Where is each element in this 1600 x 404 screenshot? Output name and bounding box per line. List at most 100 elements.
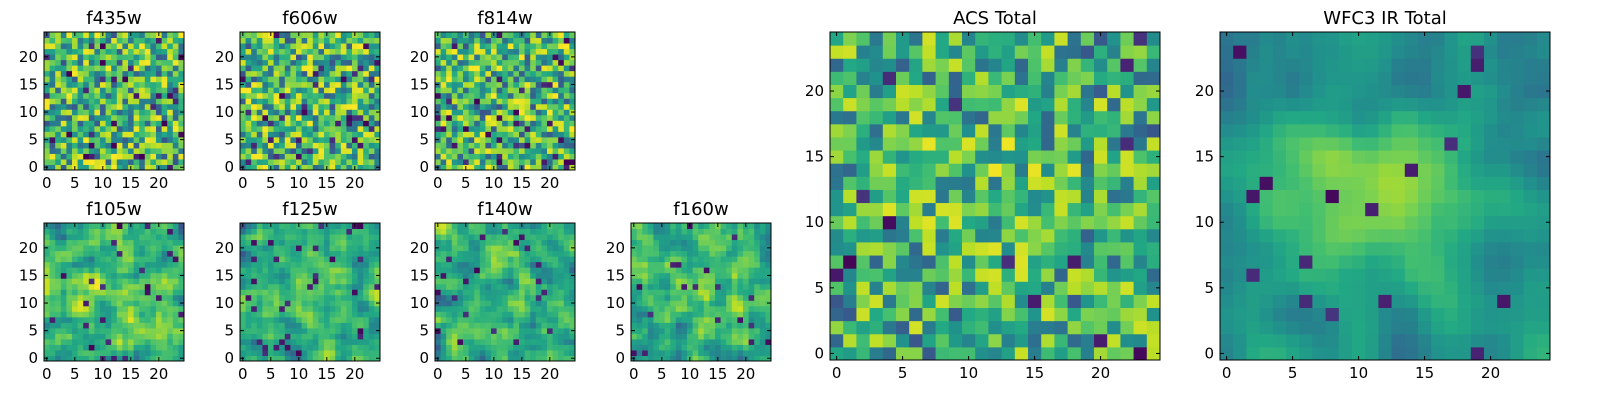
heatmap-cell <box>313 328 319 334</box>
heatmap-cell <box>352 300 358 306</box>
heatmap-cell <box>106 284 112 290</box>
heatmap-cell <box>896 203 910 217</box>
heatmap-cell <box>480 295 486 301</box>
heatmap-cell <box>631 262 637 268</box>
heatmap-cell <box>856 150 870 164</box>
heatmap-cell <box>1002 163 1016 177</box>
heatmap-cell <box>167 273 173 279</box>
heatmap-cell <box>363 76 369 82</box>
heatmap-cell <box>61 38 67 44</box>
heatmap-cell <box>463 262 469 268</box>
heatmap-cell <box>369 306 375 312</box>
heatmap-cell <box>564 234 570 240</box>
heatmap-cell <box>648 344 654 350</box>
heatmap-cell <box>117 328 123 334</box>
heatmap-cell <box>274 295 280 301</box>
heatmap-cell <box>541 328 547 334</box>
heatmap-cell <box>936 347 950 361</box>
heatmap-cell <box>78 289 84 295</box>
heatmap-cell <box>564 120 570 126</box>
heatmap-cell <box>446 120 452 126</box>
heatmap-cell <box>330 267 336 273</box>
heatmap-cell <box>1120 294 1134 308</box>
heatmap-cell <box>435 344 441 350</box>
heatmap-cell <box>268 43 274 49</box>
heatmap-cell <box>279 153 285 159</box>
heatmap-cell <box>446 229 452 235</box>
heatmap-cell <box>446 65 452 71</box>
heatmap-cell <box>743 344 749 350</box>
heatmap-cell <box>111 289 117 295</box>
heatmap-cell <box>469 104 475 110</box>
heatmap-cell <box>274 245 280 251</box>
heatmap-cell <box>485 65 491 71</box>
heatmap-cell <box>246 273 252 279</box>
y-tick-label: 10 <box>215 103 234 121</box>
heatmap-cell <box>167 306 173 312</box>
heatmap-cell <box>497 322 503 328</box>
heatmap-cell <box>94 54 100 60</box>
heatmap-cell <box>173 317 179 323</box>
heatmap-cell <box>457 71 463 77</box>
heatmap-cell <box>296 137 302 143</box>
heatmap-cell <box>519 65 525 71</box>
heatmap-cell <box>128 43 134 49</box>
heatmap-cell <box>352 142 358 148</box>
heatmap-cell <box>363 317 369 323</box>
heatmap-cell <box>100 87 106 93</box>
heatmap-cell <box>547 98 553 104</box>
heatmap-cell <box>525 262 531 268</box>
heatmap-cell <box>128 159 134 165</box>
heatmap-cell <box>296 295 302 301</box>
heatmap-cell <box>1094 334 1108 348</box>
heatmap-cell <box>1134 321 1148 335</box>
heatmap-cell <box>274 98 280 104</box>
heatmap-cell <box>1120 216 1134 230</box>
heatmap-cell <box>1081 294 1095 308</box>
heatmap-cell <box>55 350 61 356</box>
heatmap-cell <box>335 142 341 148</box>
heatmap-cell <box>642 229 648 235</box>
heatmap-cell <box>257 273 263 279</box>
heatmap-cell <box>167 54 173 60</box>
heatmap-cell <box>732 300 738 306</box>
heatmap-cell <box>541 240 547 246</box>
heatmap-cell <box>564 284 570 290</box>
heatmap-cell <box>330 104 336 110</box>
heatmap-cell <box>491 126 497 132</box>
heatmap-cell <box>61 126 67 132</box>
heatmap-cell <box>541 120 547 126</box>
heatmap-cell <box>1054 281 1068 295</box>
heatmap-cell <box>106 300 112 306</box>
heatmap-cell <box>547 153 553 159</box>
heatmap-cell <box>167 284 173 290</box>
heatmap-cell <box>352 109 358 115</box>
heatmap-cell <box>335 153 341 159</box>
heatmap-cell <box>318 295 324 301</box>
heatmap-cell <box>870 347 884 361</box>
heatmap-cell <box>665 339 671 345</box>
heatmap-cell <box>1107 189 1121 203</box>
heatmap-cell <box>681 333 687 339</box>
heatmap-cell <box>117 115 123 121</box>
heatmap-cell <box>558 49 564 55</box>
heatmap-cell <box>469 142 475 148</box>
heatmap-cell <box>1015 203 1029 217</box>
heatmap-cell <box>446 295 452 301</box>
heatmap-cell <box>870 242 884 256</box>
heatmap-cell <box>469 333 475 339</box>
heatmap-cell <box>302 317 308 323</box>
heatmap-cell <box>167 137 173 143</box>
heatmap-cell <box>446 240 452 246</box>
heatmap-cell <box>83 71 89 77</box>
heatmap-cell <box>302 273 308 279</box>
heatmap-cell <box>150 240 156 246</box>
heatmap-cell <box>441 344 447 350</box>
heatmap-cell <box>564 159 570 165</box>
heatmap-cell <box>553 245 559 251</box>
heatmap-cell <box>274 153 280 159</box>
heatmap-cell <box>1120 242 1134 256</box>
heatmap-cell <box>491 120 497 126</box>
